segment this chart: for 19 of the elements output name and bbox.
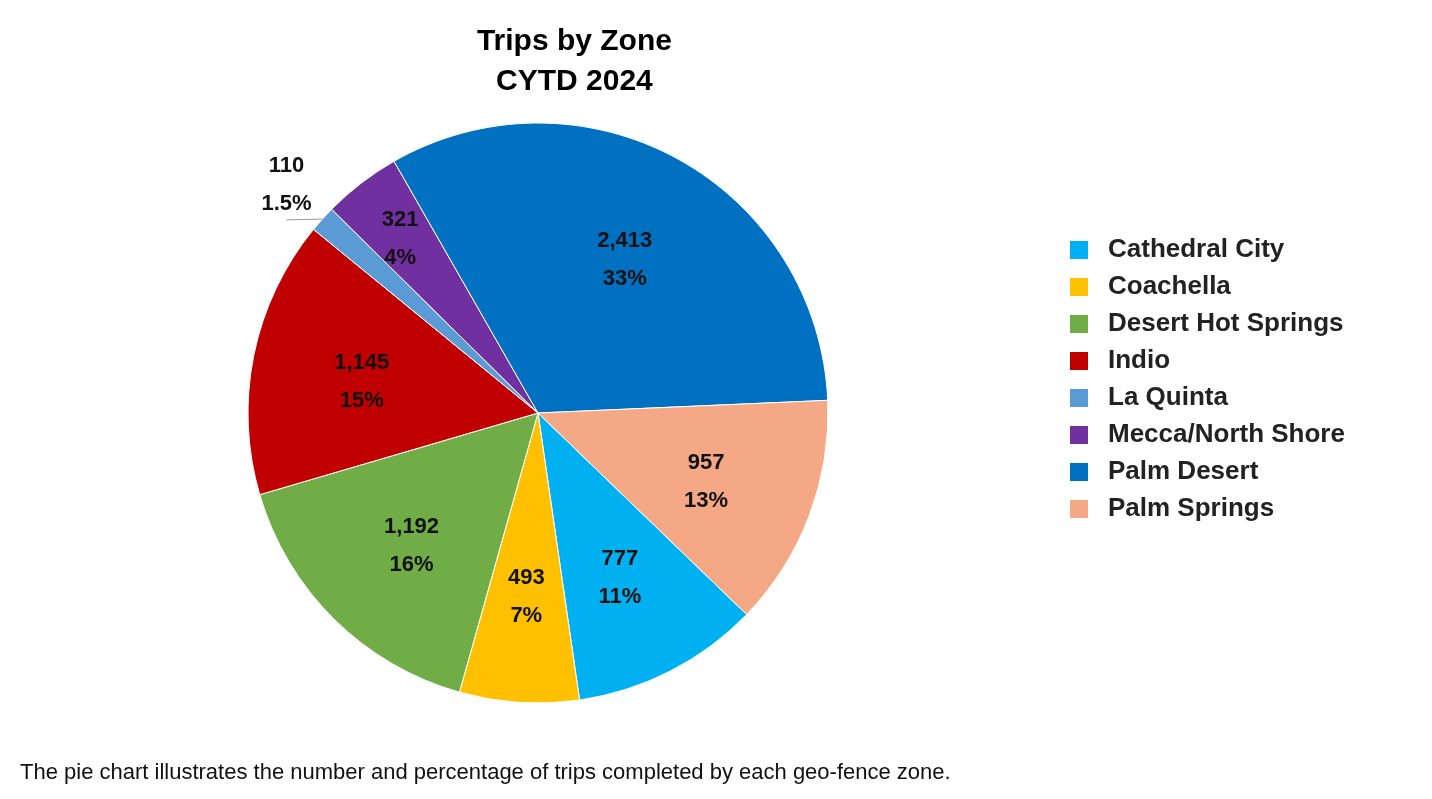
data-label: 957 13% <box>684 448 729 512</box>
data-label: 321 4% <box>381 205 419 269</box>
data-label: 777 11% <box>598 544 642 608</box>
legend-label: Coachella <box>1108 269 1232 300</box>
legend-label: Desert Hot Springs <box>1108 306 1344 337</box>
legend-label: Cathedral City <box>1108 232 1285 263</box>
chart-title: Trips by Zone <box>476 23 672 56</box>
data-label: 2,413 33% <box>597 227 653 291</box>
data-label: 1,145 15% <box>334 349 390 413</box>
data-label: 1,192 16% <box>384 512 440 576</box>
data-label: 110 1.5% <box>261 151 312 215</box>
data-label: 493 7% <box>507 564 545 628</box>
legend-label: La Quinta <box>1108 380 1229 411</box>
chart-subtitle: CYTD 2024 <box>496 63 654 96</box>
legend-label: Palm Desert <box>1108 454 1259 485</box>
legend-label: Indio <box>1108 343 1171 374</box>
legend-label: Mecca/North Shore <box>1108 417 1345 448</box>
text: The pie chart illustrates the number and percentage of trips completed by each geo-fence zone. <box>20 759 951 784</box>
legend-label: Palm Springs <box>1108 491 1275 522</box>
